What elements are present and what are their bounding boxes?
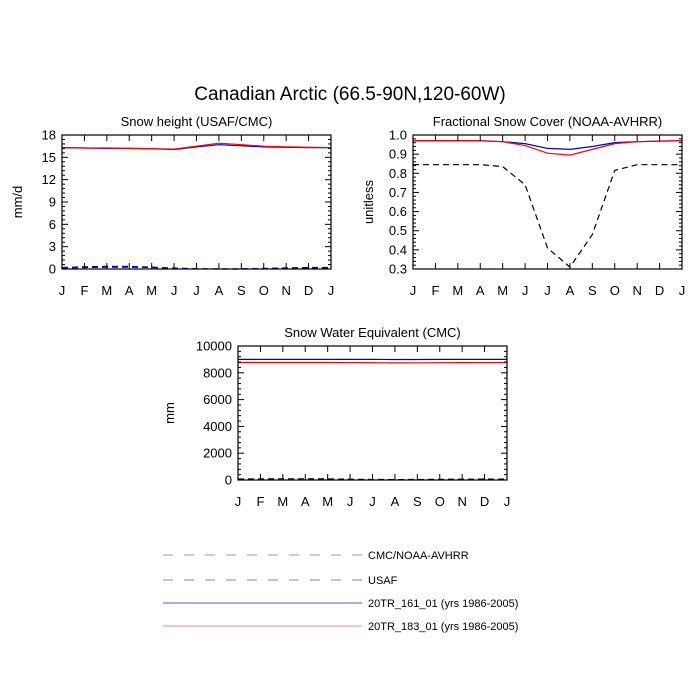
x-tick-label: O [610,283,620,298]
plot-frame [412,134,683,270]
x-tick-label: J [522,283,529,298]
x-tick-label: A [215,283,224,298]
x-tick-label: J [504,494,511,509]
x-tick-label: A [566,283,575,298]
x-tick-label: F [80,283,88,298]
legend: CMC/NOAA-AVHRR USAF 20TR_161_01 (yrs 1986-… [163,550,518,633]
x-tick-label: M [497,283,508,298]
chart-title: Snow Water Equivalent (CMC) [284,325,461,340]
y-tick-label: 6 [49,217,56,232]
plot-frame [237,345,508,481]
x-tick-label: D [304,283,313,298]
x-tick-label: N [457,494,466,509]
figure-title: Canadian Arctic (66.5-90N,120-60W) [194,84,506,105]
x-tick-label: A [391,494,400,509]
x-tick-label: A [125,283,134,298]
y-tick-label: 6000 [203,392,232,407]
x-tick-label: M [146,283,157,298]
x-tick-label: J [679,283,686,298]
x-tick-label: J [193,283,200,298]
y-axis-label: mm/d [10,186,25,219]
series-line-r183 [61,142,332,150]
y-axis-label: mm [162,402,177,424]
y-tick-label: 0.4 [389,242,407,257]
x-tick-label: J [171,283,178,298]
x-tick-label: J [59,283,66,298]
y-tick-label: 18 [42,128,56,143]
y-tick-label: 2000 [203,446,232,461]
legend-label-cmc: CMC/NOAA-AVHRR [368,550,469,562]
plot-frame [61,134,332,270]
y-tick-label: 9 [49,195,56,210]
y-tick-label: 15 [42,150,56,165]
x-tick-label: S [413,494,422,509]
x-tick-label: N [632,283,641,298]
series-line-cmc [413,164,682,268]
x-tick-label: J [347,494,354,509]
y-tick-label: 1.0 [389,128,407,143]
x-tick-label: M [452,283,463,298]
chart-title: Fractional Snow Cover (NOAA-AVHRR) [433,114,662,129]
x-tick-label: F [431,283,439,298]
x-tick-label: S [237,283,246,298]
chart-3: Snow Water Equivalent (CMC) mm 0 2000 4000 60… [162,325,510,509]
x-tick-label: N [281,283,290,298]
x-tick-label: O [259,283,269,298]
legend-label-usaf: USAF [368,575,398,587]
y-tick-label: 0.5 [389,223,407,238]
y-tick-label: 0.3 [389,262,407,277]
x-tick-label: J [328,283,335,298]
x-tick-label: M [101,283,112,298]
y-tick-label: 4000 [203,419,232,434]
y-tick-label: 0.9 [389,147,407,162]
legend-label-r183: 20TR_183_01 (yrs 1986-2005) [368,621,518,633]
x-tick-label: O [435,494,445,509]
y-tick-label: 12 [42,172,56,187]
x-tick-label: S [588,283,597,298]
y-tick-label: 8000 [203,365,232,380]
x-tick-label: J [410,283,417,298]
legend-label-r161: 20TR_161_01 (yrs 1986-2005) [368,598,518,610]
chart-title: Snow height (USAF/CMC) [121,114,273,129]
y-tick-label: 0 [49,262,56,277]
chart-2: Fractional Snow Cover (NOAA-AVHRR) unitle… [361,114,685,298]
y-tick-label: 3 [49,239,56,254]
y-tick-label: 10000 [196,339,232,354]
y-tick-label: 0.6 [389,204,407,219]
y-axis-label: unitless [361,179,376,224]
x-tick-label: A [301,494,310,509]
x-tick-label: F [256,494,264,509]
y-tick-label: 0.7 [389,185,407,200]
y-tick-label: 0.8 [389,166,407,181]
y-tick-label: 0 [225,473,232,488]
x-tick-label: M [277,494,288,509]
x-tick-label: J [235,494,242,509]
x-tick-label: J [369,494,376,509]
x-tick-label: M [322,494,333,509]
x-tick-label: D [655,283,664,298]
x-tick-label: D [480,494,489,509]
x-tick-label: A [476,283,485,298]
x-tick-label: J [544,283,551,298]
